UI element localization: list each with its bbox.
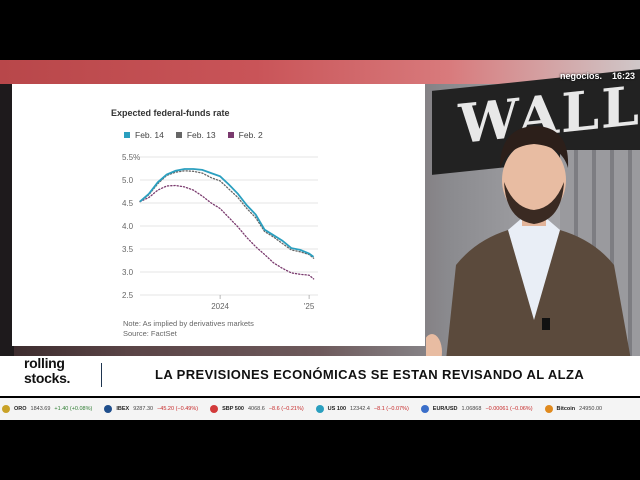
ticker-icon	[544, 405, 553, 413]
ticker-change: −8.6 (−0.21%)	[268, 406, 304, 412]
ticker-item: SBP 500 4068.6 −8.6 (−0.21%)	[210, 405, 304, 413]
video-frame: WALL negocios. 16:23	[0, 60, 640, 360]
legend-label: Feb. 13	[186, 130, 216, 140]
ticker-icon	[2, 405, 10, 413]
legend-item: Feb. 14	[124, 130, 164, 140]
ticker-name: EUR/USD	[432, 406, 458, 412]
ticker-item: IBEX 9287.30 −45.20 (−0.49%)	[104, 405, 198, 413]
ticker-icon	[315, 405, 324, 413]
ticker-item: ORO 1843.69 +1.40 (+0.08%)	[2, 405, 92, 413]
ticker-name: SBP 500	[222, 406, 244, 412]
legend-swatch-feb13	[175, 132, 182, 138]
ticker-name: US 100	[327, 406, 347, 412]
clock-time: 16:23	[612, 71, 636, 81]
presenter-shirt	[508, 218, 560, 320]
legend-label: Feb. 2	[238, 130, 263, 140]
legend-item: Feb. 13	[175, 130, 216, 140]
legend-item: Feb. 2	[227, 130, 263, 140]
ticker-icon	[210, 405, 219, 413]
ticker-value: 24950.00	[579, 406, 603, 412]
legend-swatch-feb2	[227, 132, 234, 138]
chart-notes: Note: As implied by derivatives markets …	[123, 319, 254, 339]
ticker-item: EUR/USD 1.06868 −0.00061 (−0.06%)	[420, 405, 533, 413]
legend-label: Feb. 14	[135, 130, 164, 140]
ticker-change: −45.20 (−0.49%)	[157, 406, 199, 412]
ticker-icon	[420, 405, 429, 413]
ticker-item: US 100 12342.4 −8.1 (−0.07%)	[315, 405, 409, 413]
chart-note: Note: As implied by derivatives markets	[123, 319, 254, 328]
show-logo: rolling stocks.	[24, 356, 70, 386]
logo-line-2: stocks.	[24, 370, 71, 386]
presenter-hair	[500, 126, 569, 168]
ticker-item: Bitcoin 24950.00	[544, 405, 607, 413]
ticker-icon	[104, 405, 113, 413]
ticker-name: Bitcoin	[556, 406, 576, 412]
studio-edge	[0, 84, 14, 360]
letterbox-bottom	[0, 420, 640, 480]
lower-third	[0, 356, 640, 396]
ticker-change: +1.40 (+0.08%)	[54, 406, 93, 412]
channel-badge: negocios. 16:23	[560, 68, 635, 84]
ticker-value: 12342.4	[350, 406, 370, 412]
chart-title: Expected federal-funds rate	[111, 108, 230, 118]
presenter-face	[502, 142, 566, 218]
market-ticker: ORO 1843.69 +1.40 (+0.08%) IBEX 9287.30 −45.2…	[0, 398, 640, 420]
presenter-mic	[542, 318, 550, 330]
chart-card	[12, 84, 425, 346]
chart-source: Source: FactSet	[123, 329, 177, 338]
presenter-hand	[426, 334, 442, 360]
ticker-change: −8.1 (−0.07%)	[373, 406, 409, 412]
ticker-value: 9287.30	[133, 406, 154, 412]
headline: LA PREVISIONES ECONÓMICAS SE ESTAN REVIS…	[155, 367, 585, 382]
lower-third-divider	[101, 363, 102, 387]
ticker-value: 1843.69	[30, 406, 51, 412]
ticker-name: ORO	[14, 406, 27, 412]
presenter-beard	[504, 182, 564, 224]
chart-legend: Feb. 14 Feb. 13 Feb. 2	[124, 130, 263, 140]
ticker-value: 1.06868	[461, 406, 482, 412]
presenter	[426, 126, 631, 360]
legend-swatch-feb14	[124, 132, 130, 138]
ticker-change: −0.00061 (−0.06%)	[485, 406, 533, 412]
logo-line-1: rolling	[24, 355, 65, 371]
channel-name: negocios.	[560, 71, 603, 81]
ticker-name: IBEX	[116, 406, 130, 412]
letterbox-top	[0, 0, 640, 60]
ticker-value: 4068.6	[247, 406, 265, 412]
